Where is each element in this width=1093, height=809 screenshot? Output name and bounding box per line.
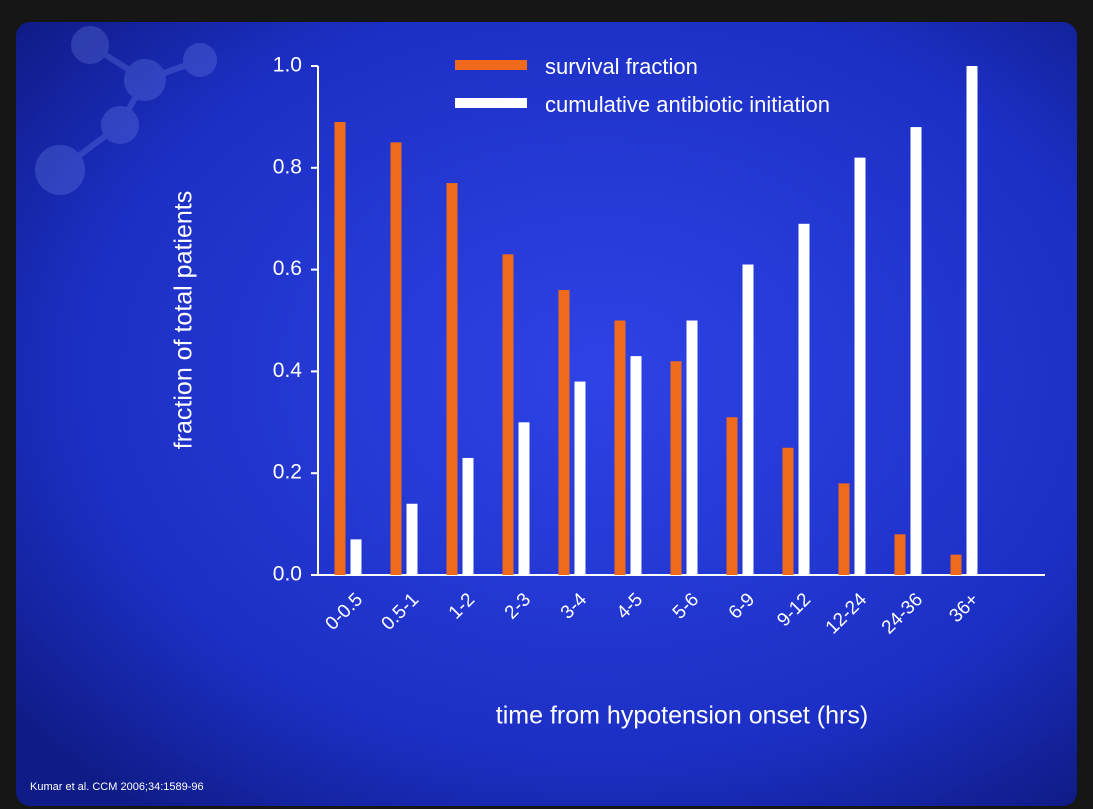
bar [894,534,906,575]
bar [950,554,962,575]
bar [462,457,474,575]
y-tick-label: 0.8 [273,155,302,178]
legend-label: survival fraction [545,54,698,79]
bar [838,483,850,575]
bar [446,183,458,575]
y-axis-title: fraction of total patients [170,191,198,449]
bar [558,289,570,575]
bar [670,361,682,575]
bar [334,121,346,576]
bar [406,503,418,575]
bar [518,422,530,575]
bar [854,157,866,575]
bar [686,320,698,575]
legend-swatch [455,98,527,108]
y-tick-label: 0.0 [273,563,302,586]
bar [782,447,794,575]
bar [574,381,586,575]
x-axis-title: time from hypotension onset (hrs) [496,702,868,730]
bar [630,356,642,575]
y-tick-label: 0.4 [273,359,303,382]
source-note: Kumar et al. CCM 2006;34:1589-96 [30,781,204,793]
y-tick-label: 0.2 [273,461,302,484]
bar [966,66,978,575]
bar [390,142,402,575]
bar [502,254,514,575]
y-tick-label: 0.6 [273,257,302,280]
bar [350,539,362,575]
legend-label: cumulative antibiotic initiation [545,92,830,117]
bar [798,223,810,576]
legend-swatch [455,60,527,70]
bar [910,127,922,575]
molecule-decoration [35,26,217,195]
bar [742,264,754,575]
slide-background [16,22,1077,806]
y-tick-label: 1.0 [273,54,302,77]
bar [726,417,738,575]
bar [614,320,626,575]
